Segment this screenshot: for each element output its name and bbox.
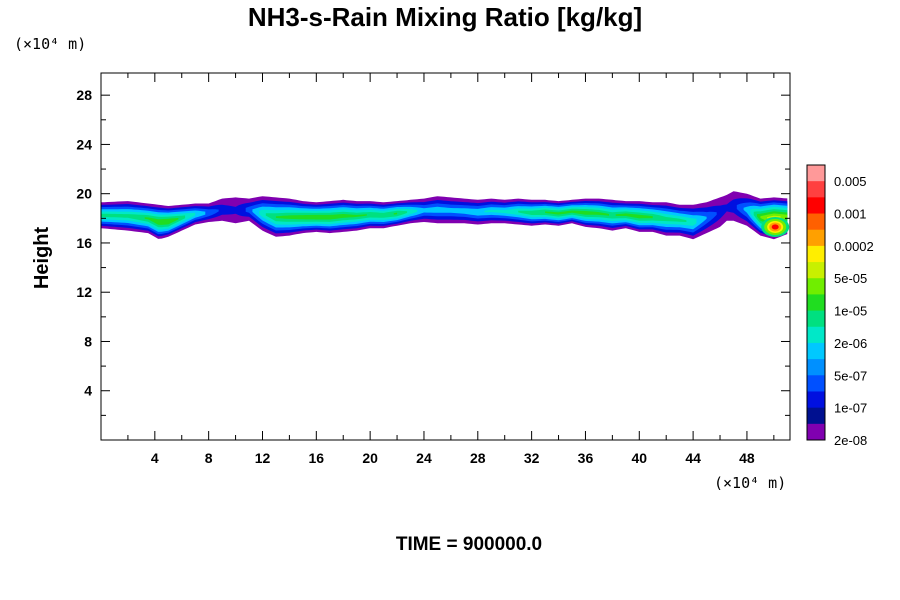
y-tick-label: 20 [76, 186, 92, 202]
colorbar-label: 2e-08 [834, 433, 867, 448]
x-tick-label: 28 [470, 450, 486, 466]
colorbar-swatch [807, 423, 825, 441]
mixing-ratio-field [101, 191, 790, 240]
colorbar-label: 1e-05 [834, 304, 867, 319]
x-tick-label: 48 [739, 450, 755, 466]
y-tick-label: 28 [76, 87, 92, 103]
y-tick-label: 4 [84, 383, 92, 399]
colorbar-swatch [807, 391, 825, 409]
y-tick-label: 24 [76, 136, 92, 152]
colorbar-swatch [807, 165, 825, 182]
colorbar-label: 5e-07 [834, 368, 867, 383]
x-unit-label: (×10⁴ m) [714, 474, 786, 492]
x-tick-label: 32 [524, 450, 540, 466]
contour-band-6 [144, 217, 179, 225]
colorbar-swatch [807, 359, 825, 376]
colorbar-label: 2e-06 [834, 336, 867, 351]
colorbar-swatch [807, 326, 825, 344]
contour-band-6 [615, 213, 653, 219]
colorbar-frame [806, 164, 826, 441]
colorbar-swatch [807, 278, 825, 295]
x-tick-label: 12 [255, 450, 271, 466]
x-tick-label: 24 [416, 450, 432, 466]
colorbar-swatch [807, 213, 825, 231]
y-unit-label: (×10⁴ m) [14, 35, 86, 53]
x-axis: 4 8 12 16 20 24 28 32 36 40 44 48 [127, 73, 775, 466]
plot-frame [100, 72, 791, 441]
colorbar-label: 0.001 [834, 207, 867, 222]
colorbar-swatch [807, 375, 825, 392]
colorbar-swatch [807, 229, 825, 247]
y-axis: 4 8 12 16 20 24 28 [76, 87, 790, 416]
y-tick-label: 16 [76, 235, 92, 251]
colorbar-swatch [807, 181, 825, 198]
y-tick-label: 8 [84, 333, 92, 349]
x-tick-label: 8 [205, 450, 213, 466]
x-tick-label: 16 [309, 450, 325, 466]
y-axis-label: Height [31, 227, 53, 290]
colorbar-swatch [807, 245, 825, 263]
x-tick-label: 20 [362, 450, 378, 466]
plot-area [100, 72, 791, 441]
hotspot-contour [771, 224, 779, 230]
x-tick-label: 44 [685, 450, 701, 466]
contour-band-6 [545, 210, 609, 216]
contour-band-6 [393, 212, 398, 215]
contour-band-6 [275, 214, 367, 220]
colorbar-swatch [807, 310, 825, 328]
colorbar-swatch [807, 262, 825, 279]
chart-title: NH3-s-Rain Mixing Ratio [kg/kg] [248, 2, 642, 32]
colorbar-legend: 0.005 0.001 0.0002 5e-05 1e-05 2e-06 5e-07 1e-0… [806, 164, 874, 448]
colorbar-swatch [807, 197, 825, 215]
time-label: TIME = 900000.0 [396, 534, 542, 555]
y-tick-label: 12 [76, 284, 92, 300]
colorbar-label: 5e-05 [834, 271, 867, 286]
x-tick-label: 4 [151, 450, 159, 466]
x-tick-label: 36 [578, 450, 594, 466]
x-tick-label: 40 [631, 450, 647, 466]
colorbar-label: 0.0002 [834, 239, 874, 254]
colorbar-swatch [807, 342, 825, 360]
colorbar-swatch [807, 294, 825, 312]
colorbar-swatch [807, 407, 825, 425]
colorbar-label: 0.005 [834, 174, 867, 189]
colorbar-label: 1e-07 [834, 401, 867, 416]
